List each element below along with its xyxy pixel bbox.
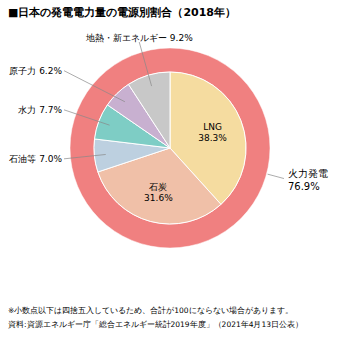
data-label-name: LNG [203, 122, 222, 132]
outer-ring-name: 火力発電 [288, 168, 328, 179]
leader-line [64, 71, 125, 102]
leader-lines [64, 42, 284, 179]
data-label-value: 31.6% [144, 193, 173, 203]
data-label-value: 7.0% [39, 153, 62, 163]
title: ■日本の発電電力量の電源別割合（2018年） [8, 6, 236, 19]
footnote: ※小数点以下は四捨五入しているため、合計が100にならない場合があります。 [8, 306, 293, 315]
leader-line [139, 42, 151, 86]
outer-ring [70, 48, 270, 248]
data-label-name: 石油等 [9, 153, 36, 163]
pie-group [70, 48, 270, 248]
data-label: 石炭31.6% [144, 182, 173, 203]
outer-ring-label: 火力発電 76.9% [288, 168, 328, 192]
data-label: 原子力6.2% [9, 65, 62, 75]
data-label: 石油等7.0% [9, 153, 62, 163]
data-label: 水力7.7% [18, 104, 62, 114]
footnote: 資料:資源エネルギー庁「総合エネルギー統計2019年度」（2021年4月13日公… [8, 320, 303, 329]
leader-line [64, 154, 106, 158]
data-label: LNG38.3% [198, 122, 227, 143]
labels: LNG38.3% 石炭31.6% 石油等7.0% 水力7.7% 原子力6.2% 地熱・新エ… [9, 33, 328, 204]
data-label-name: 原子力 [9, 65, 36, 75]
chart-container: ■日本の発電電力量の電源別割合（2018年） LNG38.3% 石炭31.6% 石油等… [0, 0, 356, 343]
data-label-name: 石炭 [149, 182, 167, 192]
data-label: 地熱・新エネルギー9.2% [85, 33, 193, 43]
data-label-value: 38.3% [198, 133, 227, 143]
chart-svg: ■日本の発電電力量の電源別割合（2018年） LNG38.3% 石炭31.6% 石油等… [0, 0, 356, 343]
data-label-value: 6.2% [39, 65, 62, 75]
data-label-name: 水力 [18, 104, 36, 114]
leader-line [268, 174, 284, 178]
leader-line [64, 110, 110, 125]
data-label-value: 9.2% [170, 33, 193, 43]
pie-slice [128, 72, 170, 148]
data-label-value: 7.7% [39, 104, 62, 114]
data-label-name: 地熱・新エネルギー [85, 33, 167, 43]
outer-ring-value: 76.9% [288, 181, 320, 192]
label-group: LNG38.3% 石炭31.6% 石油等7.0% 水力7.7% 原子力6.2% 地熱・新エ… [9, 33, 328, 204]
